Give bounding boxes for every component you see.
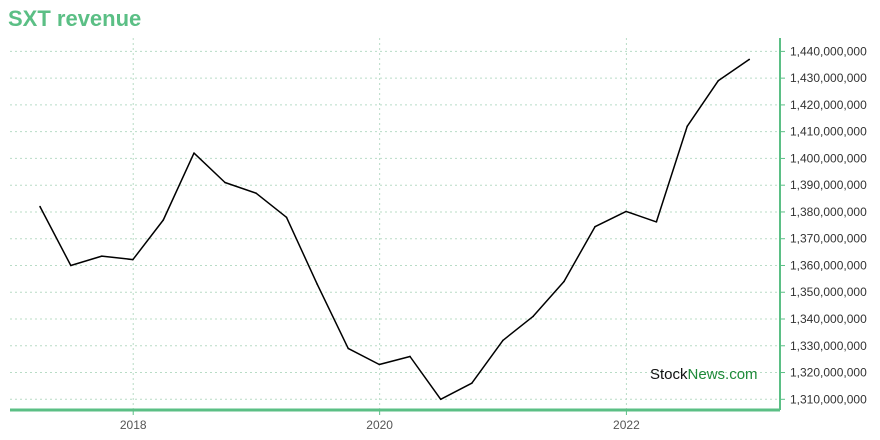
y-tick-label: 1,390,000,000 — [790, 178, 867, 192]
grid-lines — [10, 38, 785, 415]
data-point — [686, 125, 688, 128]
data-point — [255, 192, 257, 195]
data-point — [502, 339, 504, 342]
data-point — [39, 205, 41, 208]
y-tick-label: 1,350,000,000 — [790, 285, 867, 299]
y-tick-label: 1,410,000,000 — [790, 125, 867, 139]
data-point — [132, 258, 134, 261]
chart-title: SXT revenue — [8, 6, 142, 31]
x-tick-label: 2018 — [120, 418, 147, 432]
data-point — [594, 225, 596, 228]
data-point — [224, 181, 226, 184]
y-tick-label: 1,420,000,000 — [790, 98, 867, 112]
data-point — [563, 280, 565, 283]
axes — [10, 38, 781, 412]
y-tick-label: 1,380,000,000 — [790, 205, 867, 219]
data-point — [347, 347, 350, 350]
series-group — [39, 58, 751, 401]
data-point — [378, 363, 381, 366]
revenue-series-line — [39, 58, 750, 401]
data-point — [532, 315, 535, 318]
y-tick-label: 1,400,000,000 — [790, 151, 867, 165]
data-point — [470, 382, 473, 385]
data-point — [409, 355, 411, 358]
data-point — [625, 210, 627, 213]
watermark-news: News.com — [688, 366, 758, 383]
data-point — [69, 264, 72, 267]
y-tick-labels: 1,310,000,000 1,320,000,000 1,330,000,000 1… — [790, 44, 867, 406]
data-point — [655, 221, 658, 223]
data-point — [285, 216, 288, 219]
data-point — [439, 398, 442, 401]
watermark: StockNews.com — [650, 366, 758, 383]
data-point — [717, 80, 720, 82]
data-point — [193, 152, 195, 154]
y-tick-label: 1,360,000,000 — [790, 258, 867, 272]
data-point — [748, 58, 751, 61]
y-tick-label: 1,430,000,000 — [790, 71, 867, 85]
x-tick-labels: 2018 2020 2022 — [120, 418, 640, 432]
data-point — [316, 283, 318, 286]
y-tick-label: 1,440,000,000 — [790, 44, 867, 58]
x-tick-label: 2020 — [366, 418, 393, 432]
y-tick-label: 1,320,000,000 — [790, 366, 867, 380]
data-point — [162, 219, 165, 221]
data-point — [101, 255, 103, 257]
y-tick-label: 1,370,000,000 — [790, 232, 867, 246]
y-tick-label: 1,330,000,000 — [790, 339, 867, 353]
watermark-stock: Stock — [650, 366, 688, 383]
y-tick-label: 1,310,000,000 — [790, 392, 867, 406]
y-tick-label: 1,340,000,000 — [790, 312, 867, 326]
x-tick-label: 2022 — [613, 418, 640, 432]
